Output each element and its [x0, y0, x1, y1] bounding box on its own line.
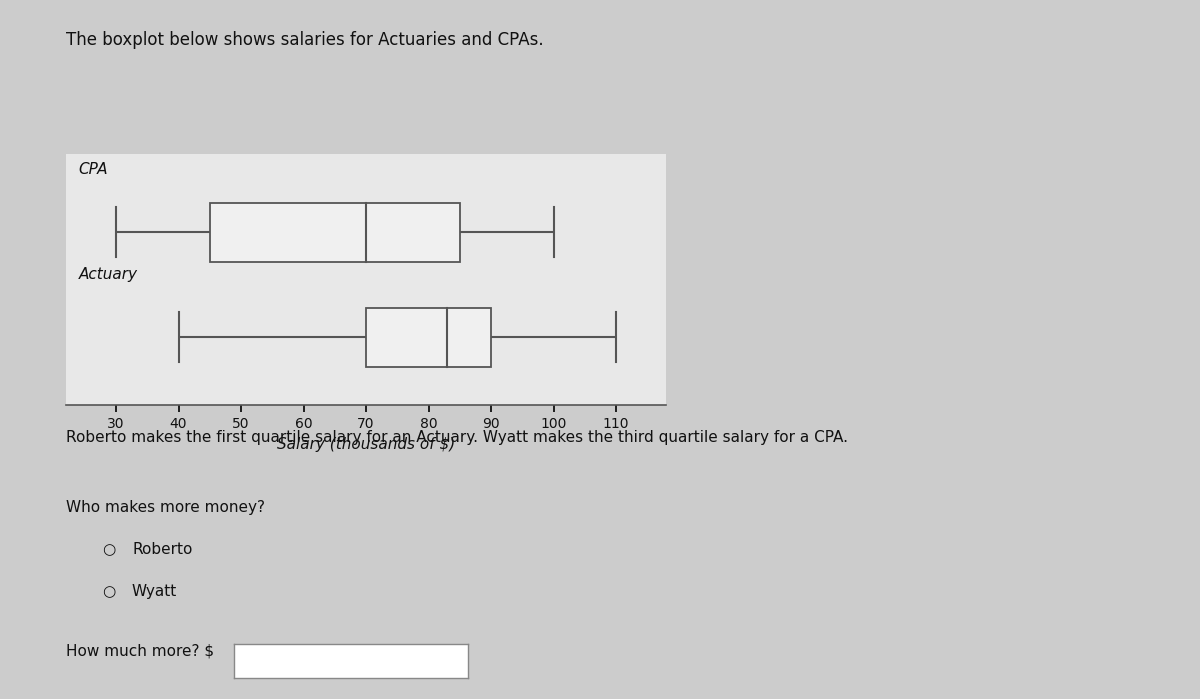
Text: Wyatt: Wyatt: [132, 584, 178, 598]
Text: Who makes more money?: Who makes more money?: [66, 500, 265, 514]
Text: How much more? $: How much more? $: [66, 643, 214, 658]
Text: Actuary: Actuary: [78, 267, 138, 282]
Bar: [366, 308, 491, 366]
Text: CPA: CPA: [78, 162, 108, 177]
Text: Roberto: Roberto: [132, 542, 192, 556]
X-axis label: Salary (thousands of $): Salary (thousands of $): [277, 437, 455, 452]
Text: ○: ○: [102, 542, 115, 556]
Text: The boxplot below shows salaries for Actuaries and CPAs.: The boxplot below shows salaries for Act…: [66, 31, 544, 50]
Text: ○: ○: [102, 584, 115, 598]
Bar: [210, 203, 460, 261]
Text: Roberto makes the first quartile salary for an Actuary. Wyatt makes the third qu: Roberto makes the first quartile salary …: [66, 430, 848, 445]
